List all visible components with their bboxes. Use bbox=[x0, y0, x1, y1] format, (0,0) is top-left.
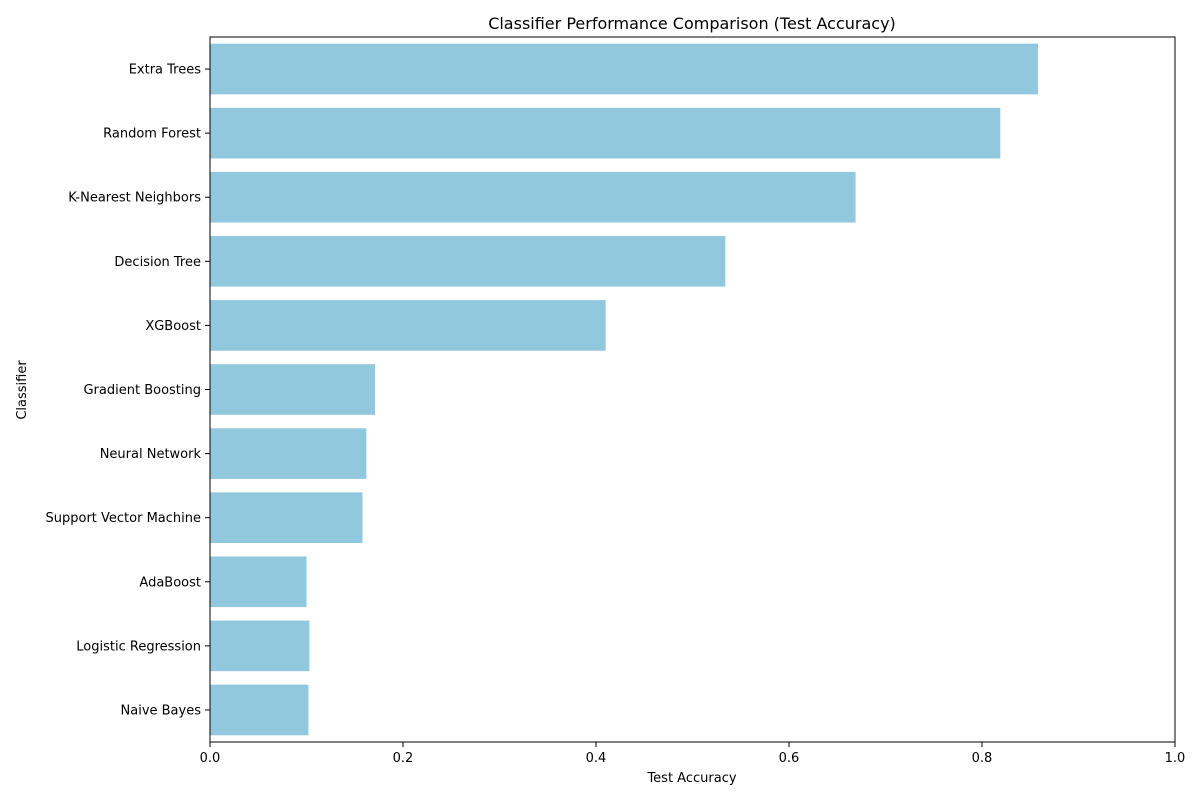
x-tick-label: 1.0 bbox=[1165, 751, 1186, 766]
x-tick-label: 0.8 bbox=[972, 751, 993, 766]
bar-decision-tree bbox=[210, 236, 726, 287]
plot-frame bbox=[209, 36, 1176, 743]
y-tick-label: AdaBoost bbox=[139, 575, 201, 590]
y-axis-label: Classifier bbox=[15, 360, 30, 420]
chart-title: Classifier Performance Comparison (Test … bbox=[488, 14, 896, 33]
bar-logistic-regression bbox=[210, 620, 310, 672]
x-tick-label: 0.2 bbox=[393, 751, 414, 766]
bar-xgboost bbox=[210, 300, 606, 351]
bar-random-forest bbox=[210, 107, 1001, 159]
bar-neural-network bbox=[210, 428, 367, 479]
x-axis-label: Test Accuracy bbox=[646, 771, 736, 786]
bar-extra-trees bbox=[210, 43, 1038, 95]
y-tick-label: Decision Tree bbox=[114, 255, 201, 270]
bars-group bbox=[210, 43, 1038, 736]
y-tick-label: Support Vector Machine bbox=[46, 511, 202, 526]
y-tick-label: Gradient Boosting bbox=[83, 383, 201, 398]
bar-k-nearest-neighbors bbox=[210, 171, 856, 223]
bar-adaboost bbox=[210, 556, 307, 608]
y-tick-label: Random Forest bbox=[103, 127, 201, 142]
x-tick-label: 0.0 bbox=[200, 751, 221, 766]
x-axis-ticks: 0.0 0.2 0.4 0.6 0.8 1.0 bbox=[200, 742, 1186, 766]
x-tick-label: 0.4 bbox=[586, 751, 607, 766]
y-tick-label: Neural Network bbox=[100, 447, 202, 462]
bar-naive-bayes bbox=[210, 684, 309, 736]
y-axis-ticks: Extra Trees Random Forest K-Nearest Neighb… bbox=[46, 63, 210, 718]
x-tick-label: 0.6 bbox=[779, 751, 800, 766]
y-tick-label: K-Nearest Neighbors bbox=[68, 191, 201, 206]
y-tick-label: Extra Trees bbox=[129, 63, 202, 78]
y-tick-label: Logistic Regression bbox=[76, 639, 201, 654]
y-tick-label: XGBoost bbox=[145, 319, 201, 334]
bar-support-vector-machine bbox=[210, 492, 363, 543]
bar-gradient-boosting bbox=[210, 364, 376, 415]
y-tick-label: Naive Bayes bbox=[121, 703, 202, 718]
